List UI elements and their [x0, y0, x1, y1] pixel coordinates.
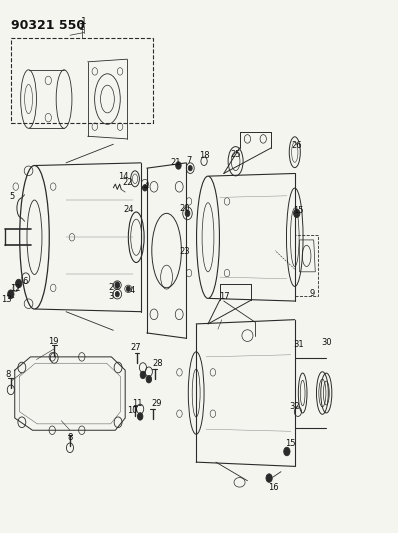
Text: 23: 23 — [179, 247, 190, 256]
Text: 1: 1 — [79, 23, 85, 32]
Text: 12: 12 — [10, 284, 21, 293]
Circle shape — [115, 292, 119, 297]
Bar — [295, 235, 318, 296]
Text: 29: 29 — [152, 399, 162, 408]
Circle shape — [126, 286, 130, 292]
Text: 8: 8 — [5, 370, 10, 379]
Circle shape — [146, 375, 152, 383]
Text: 15: 15 — [293, 206, 304, 215]
Text: 6: 6 — [22, 277, 27, 286]
Circle shape — [16, 279, 22, 288]
Circle shape — [8, 290, 14, 298]
Circle shape — [294, 209, 300, 217]
Text: 4: 4 — [143, 182, 149, 191]
Text: 20: 20 — [180, 204, 190, 213]
Text: 21: 21 — [170, 158, 181, 167]
Circle shape — [137, 413, 143, 420]
Text: 16: 16 — [268, 483, 278, 492]
Text: 10: 10 — [127, 406, 138, 415]
Text: 24: 24 — [124, 205, 135, 214]
Text: 11: 11 — [133, 399, 143, 408]
Text: 90321 550: 90321 550 — [11, 19, 85, 33]
Circle shape — [284, 447, 290, 456]
Circle shape — [140, 371, 146, 378]
Text: 26: 26 — [291, 141, 302, 150]
Circle shape — [142, 184, 147, 191]
Text: 8: 8 — [67, 433, 73, 442]
Text: 4: 4 — [130, 286, 135, 295]
Circle shape — [185, 210, 190, 216]
Text: 2: 2 — [108, 283, 113, 292]
Circle shape — [266, 474, 272, 482]
Text: 19: 19 — [48, 337, 59, 346]
Text: 22: 22 — [123, 178, 133, 187]
Text: 32: 32 — [289, 402, 300, 411]
Circle shape — [188, 165, 192, 171]
Text: 15: 15 — [285, 439, 295, 448]
Bar — [11, 38, 153, 123]
Text: 1: 1 — [81, 18, 87, 27]
Text: 7: 7 — [186, 156, 192, 165]
Text: 31: 31 — [293, 340, 304, 349]
Text: 3: 3 — [108, 292, 113, 301]
Text: 28: 28 — [152, 359, 163, 368]
Circle shape — [176, 162, 181, 169]
Text: 17: 17 — [219, 292, 230, 301]
Text: 9: 9 — [310, 288, 315, 297]
Text: 18: 18 — [199, 151, 209, 160]
Text: 14: 14 — [118, 172, 129, 181]
Text: 30: 30 — [321, 338, 332, 347]
Text: 27: 27 — [131, 343, 141, 352]
Text: 5: 5 — [9, 192, 14, 201]
Circle shape — [115, 282, 120, 288]
Text: 25: 25 — [230, 150, 241, 159]
Text: 13: 13 — [2, 295, 12, 304]
